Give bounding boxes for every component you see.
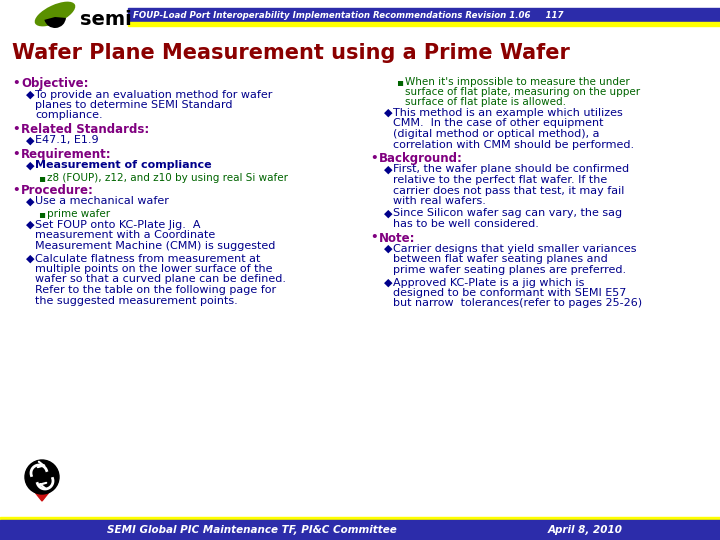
Text: Carrier designs that yield smaller variances: Carrier designs that yield smaller varia… [393,244,636,254]
Text: •: • [370,152,377,165]
Text: ◆: ◆ [26,220,35,230]
Text: semi: semi [80,10,132,29]
Text: This method is an example which utilizes: This method is an example which utilizes [393,108,623,118]
Bar [128,8,720,22]
Text: wafer so that a curved plane can be defined.: wafer so that a curved plane can be defi… [35,274,286,285]
Text: planes to determine SEMI Standard: planes to determine SEMI Standard [35,100,233,110]
Text: ◆: ◆ [26,136,35,145]
Text: Approved KC-Plate is a jig which is: Approved KC-Plate is a jig which is [393,278,585,287]
Text: ◆: ◆ [26,197,35,206]
Text: SEMI Global PIC Maintenance TF, PI&C Committee: SEMI Global PIC Maintenance TF, PI&C Com… [107,525,397,535]
Text: Objective:: Objective: [21,77,89,90]
Text: Since Silicon wafer sag can vary, the sag: Since Silicon wafer sag can vary, the sa… [393,208,622,219]
Text: but narrow  tolerances(refer to pages 25-26): but narrow tolerances(refer to pages 25-… [393,299,642,308]
Text: surface of flat plate is allowed.: surface of flat plate is allowed. [405,97,566,107]
Text: Procedure:: Procedure: [21,184,94,197]
Text: ◆: ◆ [26,253,35,264]
Text: Wafer Plane Measurement using a Prime Wafer: Wafer Plane Measurement using a Prime Wa… [12,43,570,63]
Bar [128,22,720,26]
Polygon shape [26,481,58,501]
Text: •: • [12,123,19,136]
Text: with real wafers.: with real wafers. [393,196,486,206]
Text: E47.1, E1.9: E47.1, E1.9 [35,136,99,145]
Text: ▪: ▪ [396,77,403,87]
Text: ◆: ◆ [384,165,392,174]
Text: ◆: ◆ [384,108,392,118]
Text: (digital method or optical method), a: (digital method or optical method), a [393,129,600,139]
Text: To provide an evaluation method for wafer: To provide an evaluation method for wafe… [35,90,272,99]
Text: z8 (FOUP), z12, and z10 by using real Si wafer: z8 (FOUP), z12, and z10 by using real Si… [47,173,288,183]
Text: ◆: ◆ [26,160,35,171]
Text: CMM.  In the case of other equipment: CMM. In the case of other equipment [393,118,603,129]
Text: prime wafer seating planes are preferred.: prime wafer seating planes are preferred… [393,265,626,275]
Text: ▪: ▪ [38,173,45,183]
Text: ◆: ◆ [384,278,392,287]
Circle shape [25,460,59,494]
Bar [0,517,720,520]
Text: carrier does not pass that test, it may fail: carrier does not pass that test, it may … [393,186,624,195]
Text: Related Standards:: Related Standards: [21,123,149,136]
Text: surface of flat plate, measuring on the upper: surface of flat plate, measuring on the … [405,87,640,97]
Text: Measurement of compliance: Measurement of compliance [35,160,212,171]
Text: has to be well considered.: has to be well considered. [393,219,539,229]
Text: •: • [370,232,377,245]
Text: ◆: ◆ [384,244,392,254]
Text: ◆: ◆ [26,90,35,99]
Text: Note:: Note: [379,232,415,245]
Text: When it's impossible to measure the under: When it's impossible to measure the unde… [405,77,630,87]
Text: First, the wafer plane should be confirmed: First, the wafer plane should be confirm… [393,165,629,174]
Text: Use a mechanical wafer: Use a mechanical wafer [35,197,169,206]
Text: ◆: ◆ [384,208,392,219]
Text: FOUP-Load Port Interoperability Implementation Recommendations Revision 1.06    : FOUP-Load Port Interoperability Implemen… [133,10,564,19]
Text: April 8, 2010: April 8, 2010 [547,525,622,535]
Wedge shape [45,17,66,28]
Text: ▪: ▪ [38,209,45,219]
Bar [0,0,720,35]
Ellipse shape [35,2,76,26]
Text: measurement with a Coordinate: measurement with a Coordinate [35,231,215,240]
Text: prime wafer: prime wafer [47,209,110,219]
Text: Background:: Background: [379,152,463,165]
Text: the suggested measurement points.: the suggested measurement points. [35,295,238,306]
Text: multiple points on the lower surface of the: multiple points on the lower surface of … [35,264,272,274]
Text: compliance.: compliance. [35,111,103,120]
Bar [0,520,720,540]
Text: designed to be conformant with SEMI E57: designed to be conformant with SEMI E57 [393,288,626,298]
Text: Set FOUP onto KC-Plate Jig.  A: Set FOUP onto KC-Plate Jig. A [35,220,200,230]
Text: relative to the perfect flat wafer. If the: relative to the perfect flat wafer. If t… [393,175,607,185]
Text: correlation with CMM should be performed.: correlation with CMM should be performed… [393,139,634,150]
Text: •: • [12,184,19,197]
Text: Calculate flatness from measurement at: Calculate flatness from measurement at [35,253,261,264]
Text: •: • [12,148,19,161]
Text: Refer to the table on the following page for: Refer to the table on the following page… [35,285,276,295]
Text: •: • [12,77,19,90]
Text: Requirement:: Requirement: [21,148,112,161]
Text: between flat wafer seating planes and: between flat wafer seating planes and [393,254,608,265]
Text: Measurement Machine (CMM) is suggested: Measurement Machine (CMM) is suggested [35,241,275,251]
